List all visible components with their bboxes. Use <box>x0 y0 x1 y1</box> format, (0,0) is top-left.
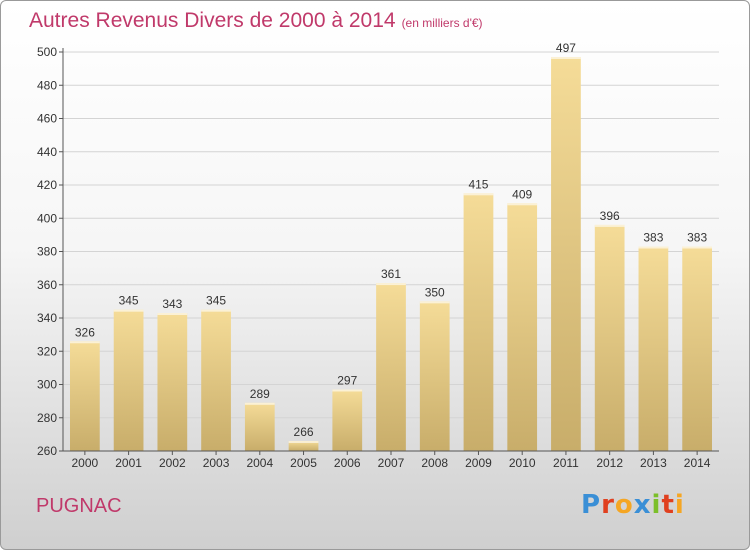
data-label: 361 <box>381 267 401 281</box>
x-tick-label: 2005 <box>290 456 317 470</box>
bar-highlight <box>69 341 100 344</box>
bar-highlight <box>332 389 363 392</box>
bar <box>463 193 494 451</box>
data-label: 383 <box>687 231 707 245</box>
data-label: 289 <box>250 387 270 401</box>
x-tick-label: 2006 <box>334 456 361 470</box>
data-label: 326 <box>75 325 95 339</box>
x-tick-label: 2002 <box>159 456 186 470</box>
chart-title-text: Autres Revenus Divers de 2000 à 2014 <box>29 9 396 32</box>
bar-highlight <box>594 224 625 227</box>
bar <box>419 301 450 451</box>
data-label: 497 <box>556 41 576 55</box>
x-tick-label: 2003 <box>203 456 230 470</box>
bar-highlight <box>419 301 450 304</box>
data-label: 297 <box>337 373 357 387</box>
x-tick-label: 2012 <box>596 456 623 470</box>
bar <box>288 441 319 451</box>
y-tick-label: 420 <box>37 178 57 192</box>
bar-highlight <box>201 309 231 312</box>
y-tick-label: 460 <box>37 112 57 126</box>
y-tick-label: 380 <box>37 245 57 259</box>
x-tick-label: 2004 <box>246 456 273 470</box>
y-tick-label: 340 <box>37 311 57 325</box>
logo-letter: t <box>661 490 675 520</box>
bar <box>638 246 669 451</box>
y-tick-label: 280 <box>37 411 57 425</box>
bar <box>332 389 363 451</box>
x-tick-label: 2000 <box>72 456 99 470</box>
bar-highlight <box>157 313 188 316</box>
chart-subtitle: (en milliers d'€) <box>401 16 483 30</box>
data-label: 383 <box>643 231 663 245</box>
bar <box>69 341 100 451</box>
bar <box>113 309 144 451</box>
x-tick-label: 2009 <box>465 456 492 470</box>
bar <box>244 402 275 451</box>
bar-chart: 260 280 300 320 340 360 380 400 420 440 460 480 500 3… <box>37 41 719 470</box>
y-tick-label: 320 <box>37 344 57 358</box>
logo-letter: o <box>614 490 634 520</box>
y-tick-label: 260 <box>37 444 57 458</box>
data-label: 415 <box>468 177 488 191</box>
bar-highlight <box>638 246 669 249</box>
bar <box>157 313 188 451</box>
data-label: 396 <box>600 209 620 223</box>
logo-letter: i <box>651 490 662 520</box>
data-label: 343 <box>162 297 182 311</box>
y-tick-label: 440 <box>37 145 57 159</box>
x-tick-label: 2001 <box>115 456 142 470</box>
y-tick-label: 400 <box>37 211 57 225</box>
logo-letter: r <box>601 490 615 520</box>
bar <box>376 283 406 451</box>
commune-name: PUGNAC <box>36 495 122 517</box>
bar-highlight <box>288 441 319 444</box>
y-tick-label: 500 <box>37 45 57 59</box>
bar-highlight <box>463 193 494 196</box>
bar-highlight <box>113 309 144 312</box>
bar-highlight <box>376 283 406 286</box>
x-tick-label: 2011 <box>553 456 579 470</box>
y-tick-label: 300 <box>37 378 57 392</box>
chart-title: Autres Revenus Divers de 2000 à 2014 (en … <box>29 9 483 33</box>
x-tick-label: 2013 <box>640 456 667 470</box>
data-label: 345 <box>206 294 226 308</box>
bar-highlight <box>507 203 538 206</box>
data-label: 409 <box>512 187 532 201</box>
x-tick-label: 2010 <box>509 456 536 470</box>
logo-letter: i <box>674 490 685 520</box>
y-tick-label: 360 <box>37 278 57 292</box>
proxiti-logo: Proxiti <box>581 490 685 520</box>
data-label: 345 <box>119 294 139 308</box>
y-tick-label: 480 <box>37 78 57 92</box>
bar-highlight <box>551 56 581 59</box>
bar <box>201 309 231 451</box>
x-tick-label: 2014 <box>684 456 711 470</box>
logo-letter: x <box>633 490 652 520</box>
x-tick-label: 2007 <box>378 456 405 470</box>
data-label: 266 <box>294 425 314 439</box>
bar <box>682 246 713 451</box>
x-tick-label: 2008 <box>421 456 448 470</box>
bar <box>594 224 625 451</box>
bar <box>551 56 581 452</box>
bar-highlight <box>244 402 275 405</box>
bar <box>507 203 538 451</box>
data-label: 350 <box>425 285 445 299</box>
bar-highlight <box>682 246 713 249</box>
logo-letter: P <box>581 490 602 520</box>
